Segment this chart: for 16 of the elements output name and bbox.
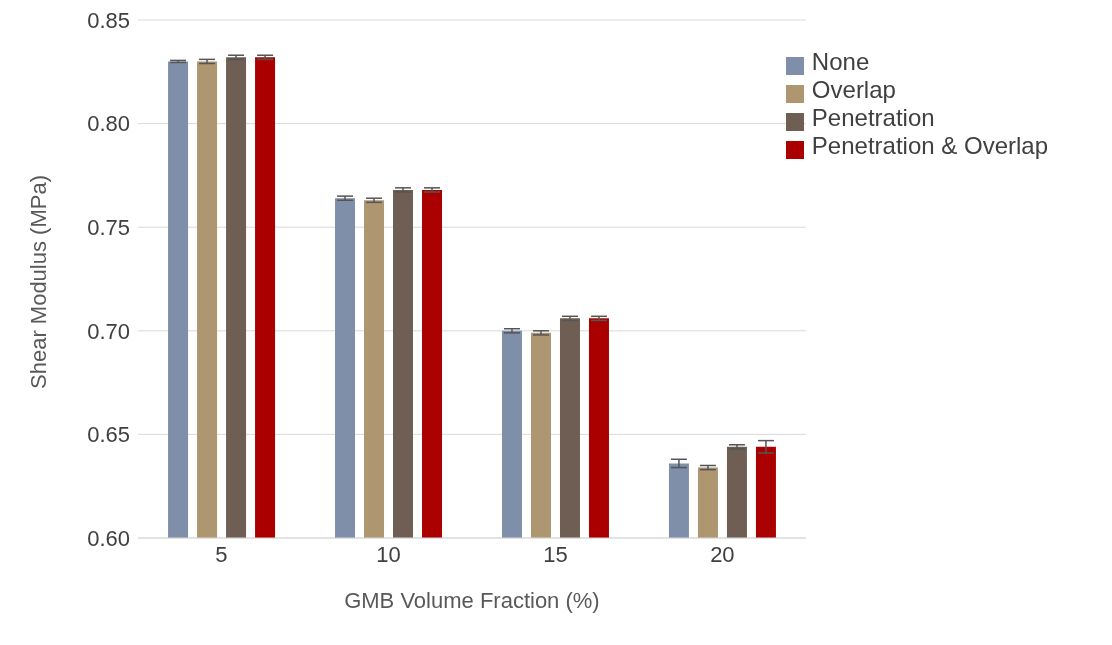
legend-label: None xyxy=(811,48,870,75)
x-axis-title: GMB Volume Fraction (%) xyxy=(344,588,600,613)
y-tick-label: 0.60 xyxy=(87,525,130,551)
x-tick-label: 10 xyxy=(376,541,401,567)
legend-label: Penetration xyxy=(811,104,935,131)
x-tick-label: 5 xyxy=(215,541,228,567)
y-tick-label: 0.65 xyxy=(87,422,130,448)
legend-label: Penetration & Overlap xyxy=(811,132,1048,159)
x-tick-label: 15 xyxy=(543,541,568,567)
y-tick-label: 0.80 xyxy=(87,111,130,137)
y-axis-title: Shear Modulus (MPa) xyxy=(25,175,51,389)
y-tick-label: 0.75 xyxy=(87,215,130,241)
y-tick-label: 0.85 xyxy=(87,7,130,33)
legend-label: Overlap xyxy=(811,76,896,103)
x-tick-label: 20 xyxy=(710,541,735,567)
y-tick-label: 0.70 xyxy=(87,318,130,344)
